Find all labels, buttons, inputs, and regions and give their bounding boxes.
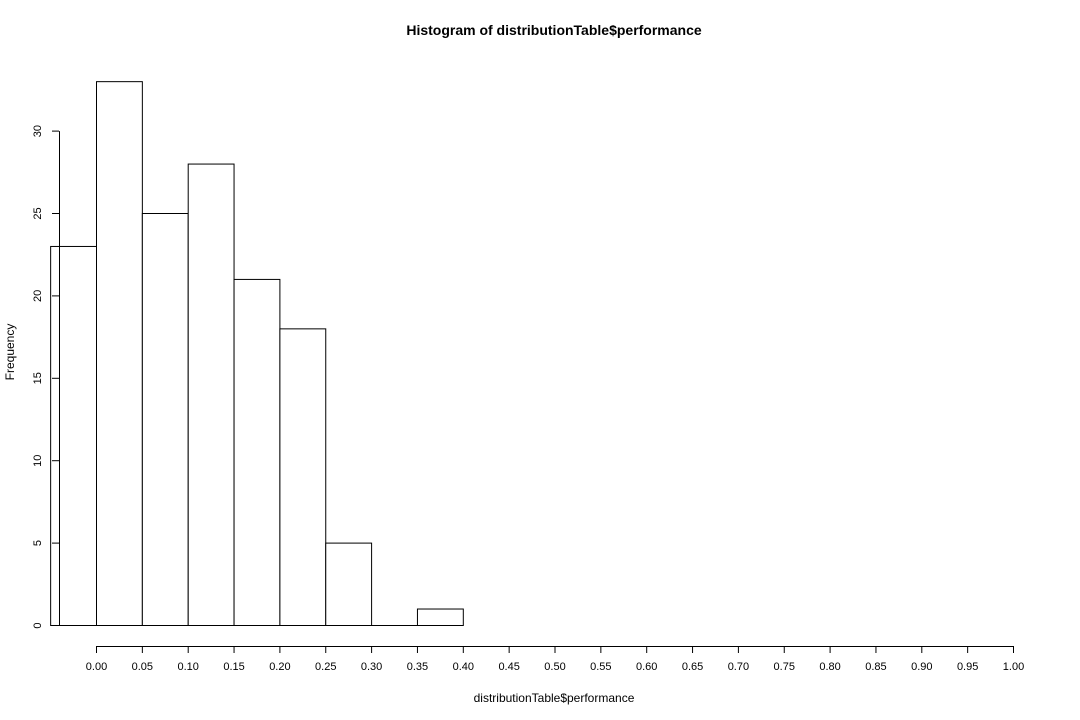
y-tick-label-4: 20 <box>32 290 44 302</box>
x-tick-label-5: 0.25 <box>315 661 336 673</box>
y-axis: 0 5 10 15 20 25 30 <box>32 125 60 629</box>
x-tick-label-3: 0.15 <box>223 661 244 673</box>
y-tick-label-2: 10 <box>32 455 44 467</box>
x-tick-label-15: 0.75 <box>774 661 795 673</box>
x-axis: 0.00 0.05 0.10 0.15 0.20 0.25 0.30 0.35 0.40 0.45… <box>86 646 1024 673</box>
x-tick-label-14: 0.70 <box>728 661 749 673</box>
x-tick-label-8: 0.40 <box>453 661 474 673</box>
histogram-bar-2 <box>141 213 189 626</box>
y-axis-label: Frequency <box>3 324 17 381</box>
x-tick-label-4: 0.20 <box>269 661 290 673</box>
x-tick-label-7: 0.35 <box>407 661 428 673</box>
y-tick-label-6: 30 <box>32 125 44 137</box>
y-tick-label-3: 15 <box>32 372 44 384</box>
x-tick-label-10: 0.50 <box>544 661 565 673</box>
histogram-bar-1 <box>96 81 143 627</box>
y-tick-label-5: 25 <box>32 207 44 219</box>
x-tick-label-11: 0.55 <box>590 661 611 673</box>
y-tick-label-0: 0 <box>32 622 44 628</box>
x-axis-label: distributionTable$performance <box>474 691 635 705</box>
histogram-bar-6 <box>325 542 373 626</box>
x-tick-label-18: 0.90 <box>911 661 932 673</box>
x-tick-label-20: 1.00 <box>1003 661 1024 673</box>
x-tick-label-9: 0.45 <box>498 661 519 673</box>
x-tick-label-0: 0.00 <box>86 661 107 673</box>
bars-group <box>50 81 464 627</box>
x-tick-label-12: 0.60 <box>636 661 657 673</box>
histogram-bar-3 <box>187 163 235 626</box>
histogram-bar-4 <box>233 278 281 626</box>
histogram-bar-5 <box>279 328 327 626</box>
x-tick-label-13: 0.65 <box>682 661 703 673</box>
histogram-bar-8 <box>416 608 464 627</box>
histogram-bar-0 <box>50 245 97 627</box>
y-tick-label-1: 5 <box>32 540 44 546</box>
x-tick-label-16: 0.80 <box>819 661 840 673</box>
x-tick-label-17: 0.85 <box>865 661 886 673</box>
x-tick-label-6: 0.30 <box>361 661 382 673</box>
x-tick-label-2: 0.10 <box>177 661 198 673</box>
x-tick-label-1: 0.05 <box>132 661 153 673</box>
x-tick-label-19: 0.95 <box>957 661 978 673</box>
chart-title: Histogram of distributionTable$performan… <box>406 22 702 38</box>
